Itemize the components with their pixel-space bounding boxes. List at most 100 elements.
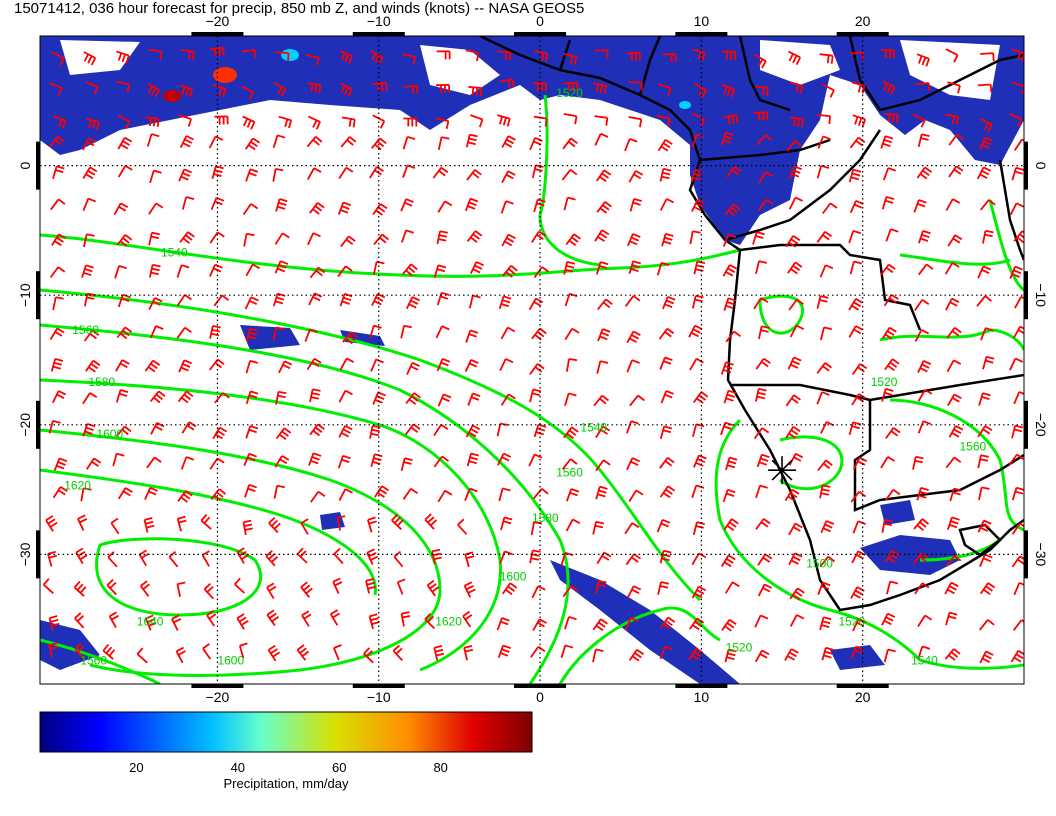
y-axis-bar-left [36, 400, 40, 449]
wind-barb [565, 233, 581, 247]
wind-barb [720, 131, 734, 146]
wind-barb [502, 265, 518, 278]
wind-barb [272, 326, 285, 341]
wind-barb [212, 426, 228, 440]
wind-barb [662, 295, 676, 310]
wind-barb [117, 293, 131, 308]
wind-barb [373, 233, 389, 246]
wind-barb [624, 522, 640, 535]
wind-barb [275, 427, 292, 441]
wind-barb [787, 261, 803, 275]
wind-barb [178, 359, 192, 373]
wind-barb [533, 266, 550, 279]
wind-barb [720, 554, 736, 568]
wind-barb [1011, 424, 1024, 439]
y-tick-label-left: −20 [17, 413, 33, 437]
wind-barb [722, 233, 737, 247]
wind-barb [880, 456, 896, 469]
wind-barb [945, 456, 962, 469]
country-border [638, 36, 662, 96]
wind-barb [945, 198, 961, 211]
wind-barb [694, 83, 707, 98]
y-tick-label-left: 0 [17, 161, 33, 169]
wind-barb [50, 358, 64, 372]
wind-barb [337, 265, 353, 278]
precip-north-hole-3 [900, 40, 1000, 100]
wind-barb [435, 84, 451, 94]
wind-barb [266, 609, 280, 627]
wind-barb [213, 294, 230, 307]
wind-barb [816, 164, 830, 179]
contour-label: 1560 [80, 654, 107, 668]
contour-line [714, 418, 1024, 670]
country-border [738, 36, 791, 112]
wind-barb [852, 114, 866, 128]
wind-barb [944, 581, 959, 595]
wind-barb [979, 553, 993, 567]
wind-barb [501, 582, 518, 596]
wind-barb [821, 83, 835, 98]
wind-barb [882, 80, 896, 95]
wind-barb [465, 49, 480, 62]
wind-barb [1009, 202, 1024, 216]
wind-barb [181, 421, 197, 434]
wind-barb [529, 549, 541, 564]
wind-barb [499, 78, 515, 89]
wind-barb [977, 83, 993, 93]
x-axis-bar-top [675, 32, 728, 36]
wind-barb [309, 423, 325, 437]
wind-barb [534, 50, 549, 62]
y-axis-bar-right [1024, 271, 1028, 320]
wind-barb [464, 197, 479, 212]
precip-patch [240, 325, 300, 350]
wind-barb [338, 425, 353, 438]
wind-barb [148, 297, 163, 310]
wind-barb [80, 487, 92, 502]
wind-barb [392, 644, 403, 662]
y-tick-label-right: −30 [1033, 543, 1049, 567]
wind-barb [176, 294, 192, 307]
wind-barb [627, 233, 641, 247]
x-axis-bar-bottom [675, 684, 728, 688]
wind-barb [689, 617, 705, 631]
wind-barb [913, 518, 930, 531]
wind-barb [242, 519, 253, 536]
wind-barb [755, 518, 771, 530]
y-axis-bar-right [1024, 530, 1028, 579]
wind-barb [530, 521, 543, 536]
wind-barb [110, 517, 120, 535]
wind-barb [402, 135, 416, 150]
wind-barb [500, 200, 514, 214]
wind-barb [403, 117, 418, 127]
wind-barb [817, 135, 831, 149]
wind-barb [400, 457, 413, 472]
x-axis-bar-bottom [836, 684, 889, 688]
precip-patch [830, 645, 885, 670]
wind-barb [1011, 166, 1024, 181]
wind-barb [83, 51, 97, 66]
wind-barb [211, 165, 224, 180]
wind-barb [689, 230, 701, 245]
wind-barb [564, 292, 578, 307]
wind-barb [1012, 619, 1024, 631]
wind-barb [341, 116, 356, 128]
wind-barb [402, 164, 416, 178]
wind-barb [564, 392, 577, 407]
wind-barb [209, 231, 225, 244]
wind-barb [850, 586, 865, 599]
wind-barb [107, 551, 118, 568]
wind-barb [947, 393, 962, 407]
wind-barb [596, 360, 609, 374]
wind-barb [117, 487, 133, 500]
wind-barb [82, 422, 96, 437]
map-axes: −20 −20 −10 −10 0 0 10 10 20 20 0 0 −10 −10 −20 −20 −30 −… [17, 13, 1049, 705]
wind-barb [86, 457, 102, 470]
precip-hotspot [213, 67, 237, 83]
wind-barb [336, 515, 346, 531]
wind-barb [465, 329, 479, 343]
wind-barb [52, 296, 64, 311]
wind-barb [722, 264, 738, 277]
wind-barb [179, 231, 195, 244]
wind-barb [626, 457, 641, 471]
